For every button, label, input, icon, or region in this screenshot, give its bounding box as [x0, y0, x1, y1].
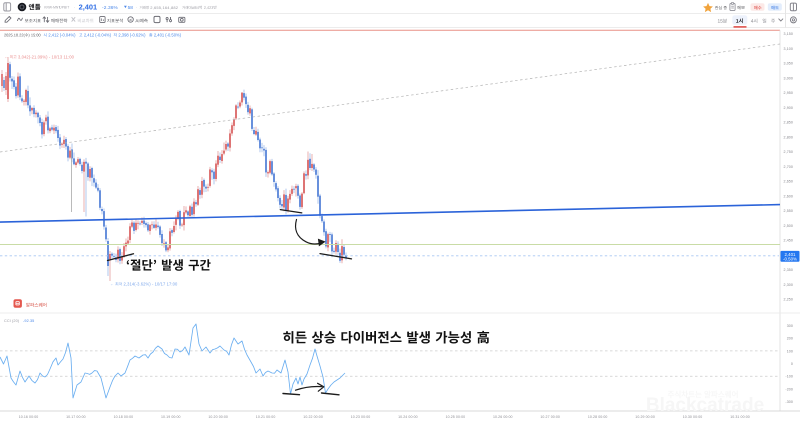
- svg-text:10.27 00:00: 10.27 00:00: [540, 415, 560, 419]
- svg-text:2,398 (-0.62%): 2,398 (-0.62%): [118, 32, 146, 37]
- svg-text:·: ·: [74, 5, 76, 10]
- svg-text:3,000: 3,000: [784, 76, 794, 80]
- svg-text:3,050: 3,050: [784, 62, 794, 66]
- svg-text:UPBIT: UPBIT: [59, 6, 69, 10]
- svg-text:3,042(-21.09%) - 10/13 11:00: 3,042(-21.09%) - 10/13 11:00: [18, 54, 75, 59]
- svg-text:3,100: 3,100: [784, 47, 794, 51]
- svg-text:2,401: 2,401: [79, 3, 98, 12]
- svg-text:2,950: 2,950: [784, 91, 794, 95]
- svg-text:ai: ai: [129, 18, 132, 22]
- svg-text:10.18 00:00: 10.18 00:00: [114, 415, 134, 419]
- svg-text:-300: -300: [785, 400, 793, 404]
- svg-text:주식차트는 알파스퀘어: 주식차트는 알파스퀘어: [667, 389, 738, 399]
- svg-text:CCI (20): CCI (20): [4, 319, 20, 323]
- svg-text:2,401 (-0.50%): 2,401 (-0.50%): [154, 32, 182, 37]
- svg-text:2,900: 2,900: [784, 106, 794, 110]
- svg-text:10.21 00:00: 10.21 00:00: [256, 415, 276, 419]
- svg-text:58: 58: [128, 5, 134, 11]
- svg-text:3,150: 3,150: [784, 32, 794, 36]
- svg-text:200: 200: [787, 337, 793, 341]
- svg-text:10.16 00:00: 10.16 00:00: [19, 415, 39, 419]
- svg-text:10.31 00:00: 10.31 00:00: [730, 415, 750, 419]
- svg-text:-2.36%: -2.36%: [102, 5, 119, 11]
- svg-text:2,655,164,882: 2,655,164,882: [150, 5, 179, 10]
- svg-text:Blackcatrade: Blackcatrade: [646, 395, 764, 416]
- svg-text:0: 0: [791, 362, 793, 366]
- svg-text:2,250: 2,250: [784, 298, 794, 302]
- svg-text:KRW-MNT: KRW-MNT: [44, 6, 60, 10]
- svg-text:300: 300: [787, 324, 793, 328]
- svg-text:10.30 00:00: 10.30 00:00: [683, 415, 703, 419]
- svg-text:-0.50%: -0.50%: [783, 257, 797, 262]
- svg-text:2,350: 2,350: [784, 268, 794, 272]
- svg-text:-92.35: -92.35: [23, 319, 34, 323]
- svg-text:-100: -100: [785, 375, 793, 379]
- svg-text:2,550: 2,550: [784, 209, 794, 213]
- svg-text:2,500: 2,500: [784, 224, 794, 228]
- svg-text:10.19 00:00: 10.19 00:00: [161, 415, 181, 419]
- svg-text:-200: -200: [785, 388, 793, 392]
- svg-text:2,401: 2,401: [785, 252, 797, 257]
- svg-text:10.25 00:00: 10.25 00:00: [446, 415, 466, 419]
- svg-text:2,650: 2,650: [784, 180, 794, 184]
- svg-text:10.28 00:00: 10.28 00:00: [588, 415, 608, 419]
- svg-text:·: ·: [136, 5, 138, 10]
- svg-text:2,750: 2,750: [784, 150, 794, 154]
- svg-text:2,800: 2,800: [784, 135, 794, 139]
- svg-text:2,300: 2,300: [784, 283, 794, 287]
- svg-text:10.20 00:00: 10.20 00:00: [208, 415, 228, 419]
- svg-text:2,850: 2,850: [784, 121, 794, 125]
- svg-text:100: 100: [787, 349, 793, 353]
- svg-text:10.17 00:00: 10.17 00:00: [66, 415, 86, 419]
- svg-text:10.23 00:00: 10.23 00:00: [351, 415, 371, 419]
- svg-text:2,700: 2,700: [784, 165, 794, 169]
- svg-text:2,412 (-0.04%): 2,412 (-0.04%): [48, 32, 76, 37]
- svg-text:10.22 00:00: 10.22 00:00: [303, 415, 323, 419]
- svg-text:2,314(-3.62%) - 10/17 17:00: 2,314(-3.62%) - 10/17 17:00: [124, 282, 179, 287]
- svg-text:2,450: 2,450: [784, 239, 794, 243]
- svg-text:10.29 00:00: 10.29 00:00: [635, 415, 655, 419]
- svg-text:2,412 (-0.04%): 2,412 (-0.04%): [84, 32, 112, 37]
- svg-text:2,600: 2,600: [784, 194, 794, 198]
- svg-text:10.26 00:00: 10.26 00:00: [493, 415, 513, 419]
- svg-text:10.24 00:00: 10.24 00:00: [398, 415, 418, 419]
